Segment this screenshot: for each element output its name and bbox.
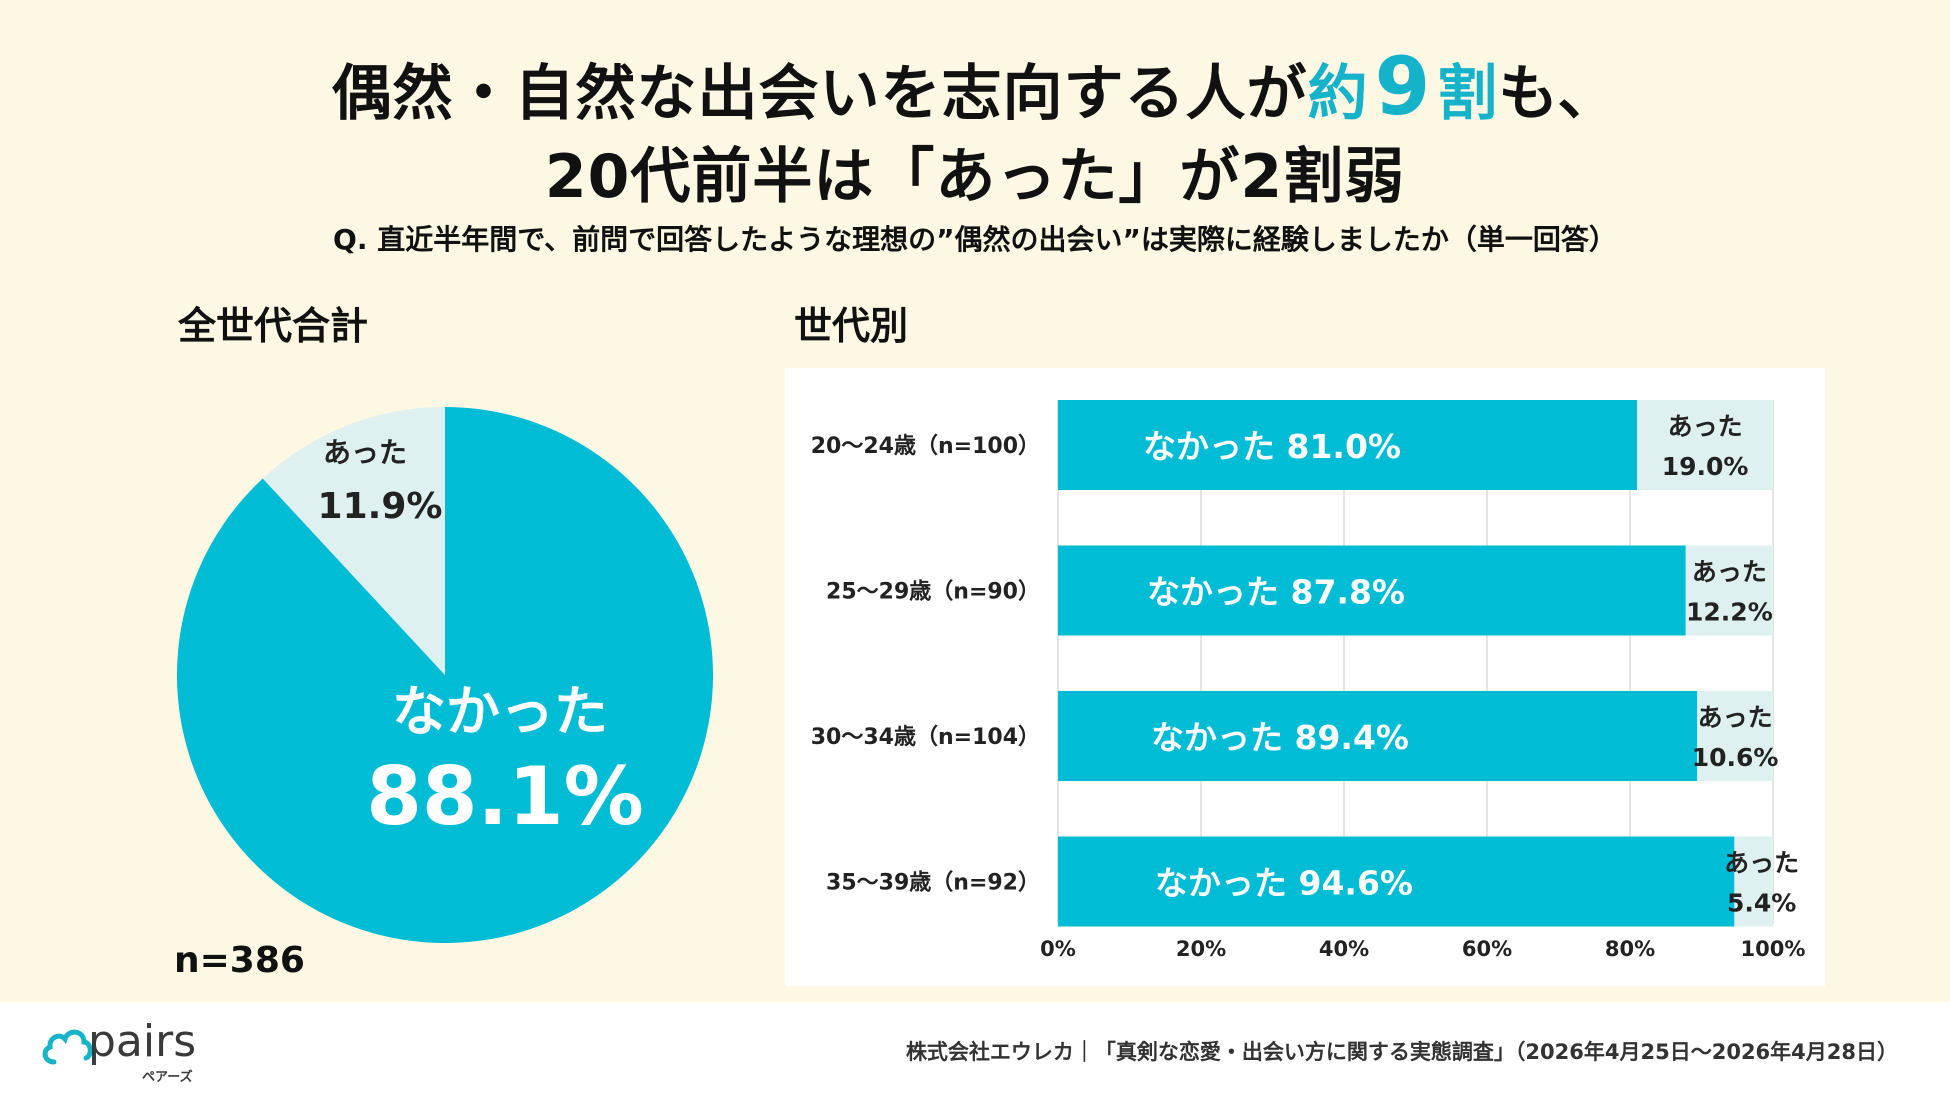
bar-segment-atta (1637, 400, 1773, 490)
headline-accent-number: 9 (1374, 40, 1432, 133)
bar-label-atta-value: 5.4% (1727, 889, 1796, 918)
bar-label-nakatta: なかった 94.6% (1155, 864, 1413, 903)
bar-x-tick: 20% (1176, 937, 1226, 961)
bar-category-label: 25～29歳（n=90） (826, 580, 1040, 605)
bar-category-label: 30～34歳（n=104） (811, 725, 1040, 750)
headline-accent-approx: 約 (1307, 59, 1369, 129)
headline-line-1: 偶然・自然な出会いを志向する人が約9 割も、 (0, 40, 1950, 133)
survey-question: Q. 直近半年間で、前問で回答したような理想の”偶然の出会い”は実際に経験しまし… (333, 223, 1617, 256)
bar-category-label: 35～39歳（n=92） (826, 871, 1040, 896)
pie-chart: あった 11.9% なかった 88.1% (176, 407, 714, 943)
pie-value-atta: 11.9% (318, 486, 443, 527)
bar-chart: 0% 20% 40% 60% 80% 100% 20～24歳（n=100） なかった 81.0… (811, 400, 1806, 961)
bar-label-nakatta: なかった 81.0% (1143, 427, 1401, 466)
headline-text-1b: も、 (1498, 59, 1619, 129)
bar-segment-atta (1697, 691, 1773, 781)
bar-x-tick: 80% (1605, 937, 1655, 961)
pie-sample-size: n=386 (174, 940, 305, 981)
pie-label-atta: あった (323, 436, 407, 469)
cloud-logo-icon (42, 1029, 93, 1065)
bar-segment-nakatta (1058, 836, 1735, 927)
source-credit: 株式会社エウレカ｜「真剣な恋愛・出会い方に関する実態調査」（2026年4月25日… (905, 1040, 1898, 1064)
pie-label-nakatta: なかった (392, 680, 608, 743)
bar-label-nakatta: なかった 87.8% (1147, 573, 1405, 612)
bar-chart-panel: 0% 20% 40% 60% 80% 100% 20～24歳（n=100） なかった 81.0… (785, 368, 1825, 986)
bar-segment-nakatta (1058, 400, 1638, 490)
bar-label-atta-name: あった (1698, 703, 1773, 732)
logo-wordmark: pairs (88, 1016, 197, 1067)
footer: pairs ペアーズ 株式会社エウレカ｜「真剣な恋愛・出会い方に関する実態調査」… (0, 1002, 1950, 1097)
bar-label-atta-name: あった (1668, 412, 1743, 441)
bar-category-label: 20～24歳（n=100） (811, 434, 1040, 459)
logo-kana: ペアーズ (142, 1070, 193, 1085)
bar-label-nakatta: なかった 89.4% (1151, 718, 1409, 757)
bar-x-tick: 0% (1040, 937, 1076, 961)
bar-label-atta-name: あった (1724, 849, 1799, 878)
headline-text-1a: 偶然・自然な出会いを志向する人が (331, 59, 1308, 129)
headline-line-2: 20代前半は「あった」が2割弱 (544, 142, 1406, 212)
bar-x-tick: 100% (1741, 937, 1806, 961)
pie-heading: 全世代合計 (178, 304, 369, 348)
bar-label-atta-value: 12.2% (1686, 598, 1773, 627)
bar-label-atta-value: 19.0% (1662, 452, 1749, 481)
bar-segment-atta (1685, 545, 1773, 636)
bar-x-tick: 40% (1319, 937, 1369, 961)
bar-segment-atta (1734, 836, 1773, 927)
bar-segment-nakatta (1058, 691, 1698, 781)
bar-heading: 世代別 (794, 304, 909, 348)
headline-accent-wari: 割 (1437, 59, 1499, 129)
bar-label-atta-value: 10.6% (1692, 743, 1779, 772)
pie-value-nakatta: 88.1% (366, 750, 644, 843)
pie-slice-atta (262, 407, 445, 675)
bar-label-atta-name: あった (1692, 558, 1767, 587)
bar-segment-nakatta (1058, 545, 1686, 636)
bar-x-tick: 60% (1462, 937, 1512, 961)
